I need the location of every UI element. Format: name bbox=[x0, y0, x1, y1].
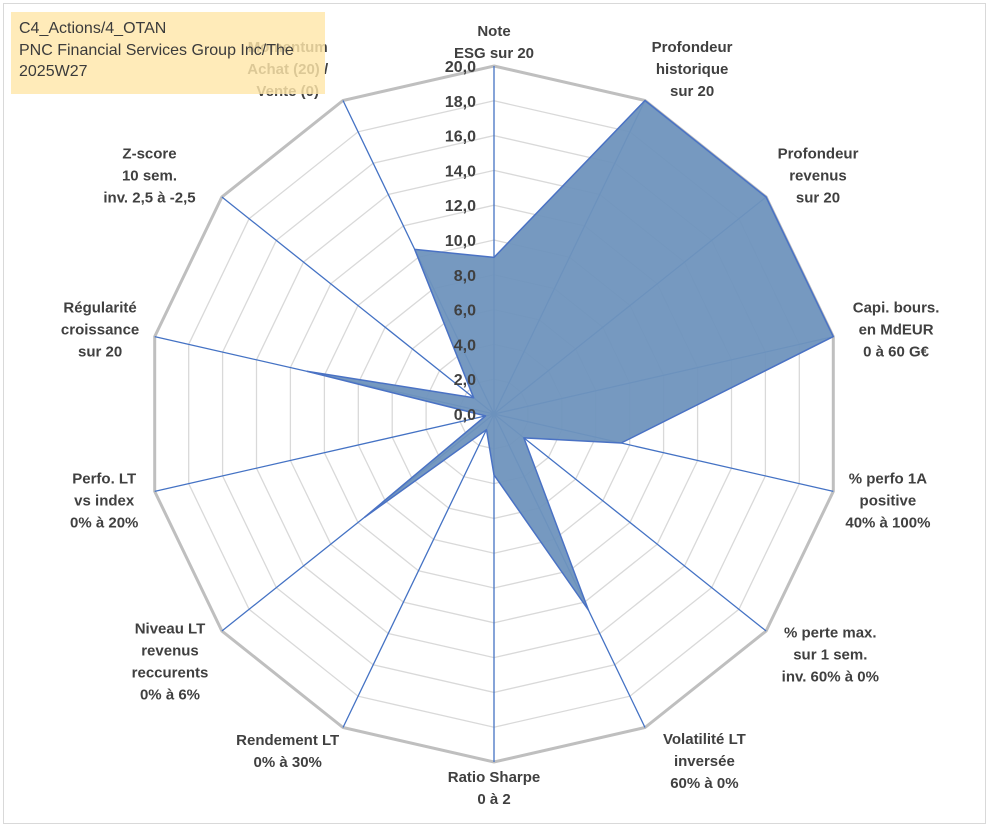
axis-label: revenus bbox=[789, 168, 847, 185]
axis-label: inv. 2,5 à -2,5 bbox=[103, 190, 195, 207]
axis-label: sur 20 bbox=[670, 83, 714, 100]
axis-labels: Note ESG sur 20 Profondeur historique sur 20… bbox=[61, 23, 940, 808]
axis-label: Volatilité LT bbox=[663, 731, 746, 748]
axis-label: croissance bbox=[61, 322, 139, 339]
axis-label: Rendement LT bbox=[236, 732, 339, 749]
chart-frame bbox=[3, 3, 986, 824]
axis-label: positive bbox=[860, 492, 917, 509]
axis-label: Profondeur bbox=[778, 146, 859, 163]
axis-label: Profondeur bbox=[652, 39, 733, 56]
series-area bbox=[306, 99, 835, 611]
axis-label-group: Note ESG sur 20 bbox=[454, 23, 534, 62]
axis-label: Note bbox=[477, 23, 510, 40]
axis-label: ESG sur 20 bbox=[454, 45, 534, 62]
axis-label: Perfo. LT bbox=[72, 470, 136, 487]
chart-title-line-1: C4_Actions/4_OTAN bbox=[19, 20, 167, 37]
axis-label: en MdEUR bbox=[859, 322, 934, 339]
axis-label-group: Régularité croissance sur 20 bbox=[61, 300, 139, 361]
axis-label: inv. 60% à 0% bbox=[782, 668, 879, 685]
axis-label: vs index bbox=[74, 492, 135, 509]
axis-spoke bbox=[493, 413, 767, 632]
tick-label: 20,0 bbox=[445, 59, 476, 76]
axis-spoke bbox=[154, 413, 495, 493]
radar-series bbox=[306, 99, 835, 611]
tick-label: 16,0 bbox=[445, 129, 476, 146]
axis-label: inversée bbox=[674, 753, 735, 770]
axis-label-group: Ratio Sharpe 0 à 2 bbox=[448, 769, 541, 808]
axis-label: 60% à 0% bbox=[670, 775, 738, 792]
axis-label: Niveau LT bbox=[135, 620, 206, 637]
axis-label: sur 20 bbox=[78, 344, 122, 361]
tick-label: 8,0 bbox=[454, 268, 476, 285]
axis-label: reccurents bbox=[132, 664, 209, 681]
axis-label: % perfo 1A bbox=[849, 470, 928, 487]
axis-label: 0 à 2 bbox=[477, 791, 510, 808]
tick-label: 12,0 bbox=[445, 198, 476, 215]
axis-label-group: Z-score 10 sem. inv. 2,5 à -2,5 bbox=[103, 146, 195, 207]
axis-label-group: Capi. bours. en MdEUR 0 à 60 G€ bbox=[853, 300, 940, 361]
axis-label-group: % perte max. sur 1 sem. inv. 60% à 0% bbox=[782, 624, 879, 685]
axis-label: Capi. bours. bbox=[853, 300, 940, 317]
axis-label-group: % perfo 1A positive 40% à 100% bbox=[845, 470, 930, 531]
axis-label: historique bbox=[656, 61, 729, 78]
axis-label: sur 20 bbox=[796, 190, 840, 207]
tick-label: 2,0 bbox=[454, 372, 476, 389]
axis-label: Ratio Sharpe bbox=[448, 769, 541, 786]
chart-title-box: C4_Actions/4_OTAN PNC Financial Services… bbox=[11, 12, 325, 94]
axis-label: 0% à 20% bbox=[70, 514, 138, 531]
tick-label: 0,0 bbox=[454, 407, 476, 424]
chart-title-line-3: 2025W27 bbox=[19, 63, 88, 80]
tick-label: 10,0 bbox=[445, 233, 476, 250]
axis-label: 0 à 60 G€ bbox=[863, 344, 930, 361]
tick-label: 14,0 bbox=[445, 163, 476, 180]
axis-label: 10 sem. bbox=[122, 168, 177, 185]
axis-spoke bbox=[221, 196, 495, 415]
axis-label: Z-score bbox=[122, 146, 176, 163]
axis-label: 0% à 6% bbox=[140, 686, 200, 703]
tick-label: 6,0 bbox=[454, 303, 476, 320]
axis-label-group: Profondeur revenus sur 20 bbox=[778, 146, 859, 207]
axis-label-group: Perfo. LT vs index 0% à 20% bbox=[70, 470, 138, 531]
tick-label: 18,0 bbox=[445, 94, 476, 111]
axis-label-group: Volatilité LT inversée 60% à 0% bbox=[663, 731, 746, 792]
axis-spoke bbox=[342, 413, 495, 728]
axis-label-group: Profondeur historique sur 20 bbox=[652, 39, 733, 100]
axis-label: 40% à 100% bbox=[845, 514, 930, 531]
axis-label-group: Niveau LT revenus reccurents 0% à 6% bbox=[132, 620, 209, 703]
axis-label: sur 1 sem. bbox=[793, 646, 867, 663]
axis-label: revenus bbox=[141, 642, 199, 659]
chart-title-line-2: PNC Financial Services Group Inc/The bbox=[19, 41, 294, 59]
axis-label: 0% à 30% bbox=[254, 754, 322, 771]
axis-label: % perte max. bbox=[784, 624, 877, 641]
tick-label: 4,0 bbox=[454, 337, 476, 354]
radial-tick-labels: 0,0 2,0 4,0 6,0 8,0 10,0 12,0 14,0 16,0 18,0 20,0 bbox=[445, 59, 476, 424]
axis-label-group: Rendement LT 0% à 30% bbox=[236, 732, 339, 771]
axis-label: Régularité bbox=[63, 300, 136, 317]
